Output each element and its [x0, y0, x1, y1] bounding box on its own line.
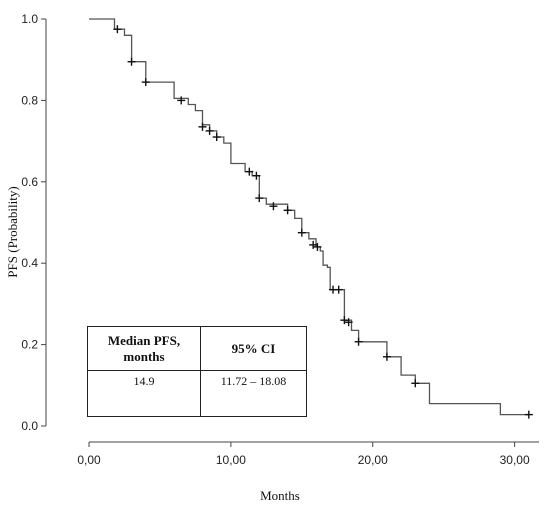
censor-mark: [177, 96, 186, 105]
censor-mark: [269, 202, 278, 211]
censor-mark: [354, 337, 363, 346]
ci-value: 11.72 – 18.08: [200, 370, 307, 417]
censor-mark: [245, 167, 254, 176]
censor-mark: [313, 242, 322, 251]
censor-mark: [205, 126, 214, 135]
y-tick-label: 0.2: [21, 338, 38, 352]
y-axis-title: PFS (Probability): [5, 186, 20, 277]
censor-mark: [198, 122, 207, 131]
axes: [45, 19, 539, 443]
censor-mark: [141, 78, 150, 87]
x-tick-label: 20,00: [358, 453, 388, 467]
censor-mark: [334, 285, 343, 294]
ticks: 0.0 0.2 0.4 0.6 0.8 1.0 0,00 10,00 20,00 30,00: [21, 12, 530, 467]
censor-mark: [255, 194, 264, 203]
censor-marks: [113, 25, 533, 419]
median-pfs-table: Median PFS, months 95% CI 14.9 11.72 – 1…: [87, 326, 307, 417]
censor-mark: [297, 228, 306, 237]
table-row: 14.9 11.72 – 18.08: [87, 370, 307, 417]
censor-mark: [309, 240, 318, 249]
table-header-ci: 95% CI: [200, 326, 307, 371]
censor-mark: [340, 316, 349, 325]
y-tick-label: 0.8: [21, 93, 38, 107]
censor-mark: [411, 379, 420, 388]
median-value: 14.9: [87, 370, 201, 417]
censor-mark: [283, 206, 292, 215]
censor-mark: [127, 57, 136, 66]
y-tick-label: 0.0: [21, 419, 38, 433]
x-tick-label: 30,00: [500, 453, 530, 467]
censor-mark: [344, 318, 353, 327]
y-tick-label: 1.0: [21, 12, 38, 26]
censor-mark: [212, 133, 221, 142]
y-tick-label: 0.4: [21, 256, 38, 270]
censor-mark: [524, 410, 533, 419]
censor-mark: [382, 352, 391, 361]
x-tick-label: 0,00: [77, 453, 101, 467]
y-tick-label: 0.6: [21, 175, 38, 189]
table-header-row: Median PFS, months 95% CI: [87, 326, 307, 371]
table-header-median: Median PFS, months: [87, 326, 201, 371]
censor-mark: [113, 25, 122, 34]
censor-mark: [252, 171, 261, 180]
x-axis-title: Months: [260, 488, 300, 503]
x-tick-label: 10,00: [216, 453, 246, 467]
